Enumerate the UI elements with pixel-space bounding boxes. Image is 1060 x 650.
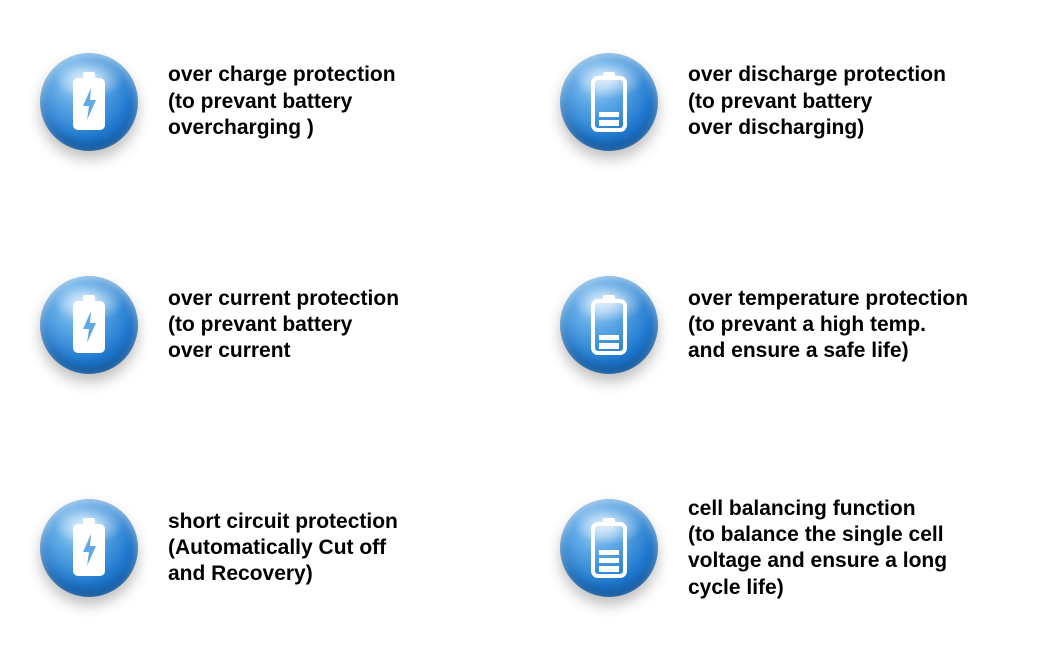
battery-charge-icon — [40, 53, 138, 151]
feature-over-discharge: over discharge protection (to prevant ba… — [560, 30, 1020, 173]
feature-title: over charge protection — [168, 62, 396, 88]
battery-med-icon — [560, 499, 658, 597]
feature-short-circuit: short circuit protection (Automatically … — [40, 477, 500, 620]
feature-line3: over discharging) — [688, 115, 946, 141]
feature-title: over temperature protection — [688, 286, 968, 312]
feature-line2: (to prevant a high temp. — [688, 312, 968, 338]
battery-low-icon — [560, 53, 658, 151]
feature-line2: (to prevant battery — [168, 312, 399, 338]
feature-text: over current protection (to prevant batt… — [168, 286, 399, 365]
feature-line2: (to prevant battery — [168, 89, 396, 115]
feature-text: cell balancing function (to balance the … — [688, 496, 947, 601]
feature-title: cell balancing function — [688, 496, 947, 522]
feature-grid: over charge protection (to prevant batte… — [40, 30, 1020, 620]
feature-line3: and Recovery) — [168, 561, 398, 587]
feature-line4: cycle life) — [688, 575, 947, 601]
feature-line3: voltage and ensure a long — [688, 548, 947, 574]
battery-charge-icon — [40, 276, 138, 374]
feature-cell-balancing: cell balancing function (to balance the … — [560, 477, 1020, 620]
battery-charge-icon — [40, 499, 138, 597]
feature-title: short circuit protection — [168, 509, 398, 535]
feature-text: short circuit protection (Automatically … — [168, 509, 398, 588]
feature-line2: (Automatically Cut off — [168, 535, 398, 561]
feature-line3: and ensure a safe life) — [688, 338, 968, 364]
feature-line2: (to prevant battery — [688, 89, 946, 115]
feature-line3: over current — [168, 338, 399, 364]
feature-over-temperature: over temperature protection (to prevant … — [560, 253, 1020, 396]
feature-text: over charge protection (to prevant batte… — [168, 62, 396, 141]
feature-over-current: over current protection (to prevant batt… — [40, 253, 500, 396]
feature-title: over current protection — [168, 286, 399, 312]
feature-over-charge: over charge protection (to prevant batte… — [40, 30, 500, 173]
feature-line3: overcharging ) — [168, 115, 396, 141]
feature-title: over discharge protection — [688, 62, 946, 88]
feature-line2: (to balance the single cell — [688, 522, 947, 548]
feature-text: over discharge protection (to prevant ba… — [688, 62, 946, 141]
battery-low-icon — [560, 276, 658, 374]
feature-text: over temperature protection (to prevant … — [688, 286, 968, 365]
